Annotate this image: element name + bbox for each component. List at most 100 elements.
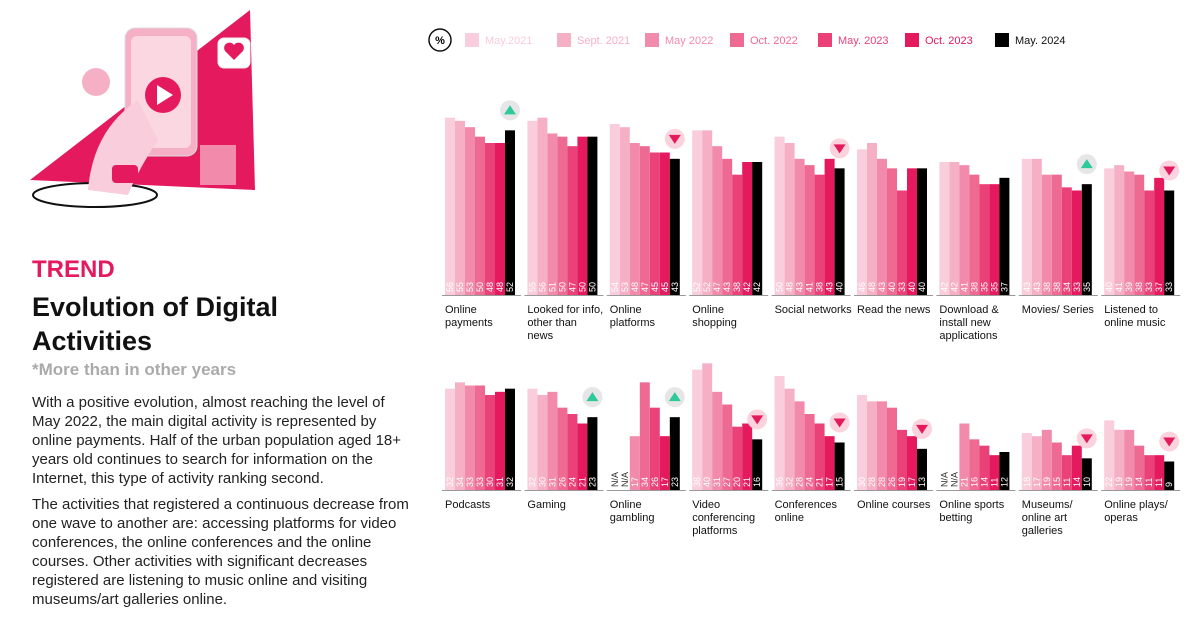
value-label: 43 bbox=[825, 282, 835, 292]
bar bbox=[774, 136, 785, 295]
bar bbox=[445, 388, 455, 490]
paragraphs: With a positive evolution, almost reachi… bbox=[32, 393, 410, 616]
value-label: 11 bbox=[989, 478, 999, 487]
bar bbox=[794, 158, 805, 295]
bar bbox=[1144, 455, 1155, 490]
bar bbox=[567, 146, 578, 295]
title: Evolution of Digital Activities bbox=[32, 292, 278, 356]
bar bbox=[804, 414, 815, 490]
category-label: Gaming bbox=[527, 499, 566, 511]
value-label: 33 bbox=[1144, 282, 1154, 292]
value-label: 14 bbox=[1072, 477, 1082, 487]
value-label: 50 bbox=[577, 282, 587, 292]
bar bbox=[609, 124, 620, 295]
bar bbox=[877, 158, 887, 295]
trend-arrow bbox=[751, 415, 764, 425]
value-label: 48 bbox=[867, 282, 877, 292]
bar bbox=[857, 149, 867, 295]
value-label: 42 bbox=[752, 282, 762, 292]
value-label: 26 bbox=[887, 477, 897, 487]
bar bbox=[537, 395, 548, 490]
value-label: 27 bbox=[722, 477, 732, 487]
bar bbox=[949, 162, 960, 295]
value-label: 42 bbox=[949, 282, 959, 292]
bar bbox=[537, 117, 548, 296]
bar bbox=[465, 127, 475, 296]
bar bbox=[897, 190, 907, 295]
bar bbox=[557, 407, 568, 490]
bar bbox=[505, 130, 515, 295]
value-label: 38 bbox=[732, 282, 742, 292]
unit-badge bbox=[428, 28, 452, 52]
value-label: 15 bbox=[1052, 477, 1062, 487]
value-label: 45 bbox=[650, 282, 660, 292]
trend-arrow bbox=[833, 144, 846, 154]
bar bbox=[1144, 190, 1155, 295]
paragraph: With a positive evolution, almost reachi… bbox=[32, 394, 402, 487]
value-label: 47 bbox=[712, 282, 722, 292]
bar bbox=[669, 158, 680, 295]
trend-arrow bbox=[668, 134, 681, 144]
value-label: 32 bbox=[445, 477, 455, 487]
legend-swatch bbox=[905, 33, 919, 47]
bar bbox=[784, 388, 795, 490]
value-label: 41 bbox=[1114, 282, 1124, 292]
value-label: 34 bbox=[455, 477, 465, 487]
bar bbox=[577, 136, 588, 295]
bar bbox=[814, 174, 825, 295]
value-label: 19 bbox=[1042, 477, 1052, 487]
bar bbox=[824, 436, 835, 490]
bar bbox=[867, 401, 877, 490]
bar bbox=[649, 407, 660, 490]
bar bbox=[1051, 174, 1062, 295]
bar bbox=[804, 165, 815, 295]
value-label: 16 bbox=[969, 477, 979, 487]
bar bbox=[959, 423, 970, 490]
value-label: 30 bbox=[485, 477, 495, 487]
category-label: Listened to online music bbox=[1104, 304, 1166, 329]
value-label: 32 bbox=[527, 477, 537, 487]
value-label: 43 bbox=[795, 282, 805, 292]
legend-swatch bbox=[995, 33, 1009, 47]
value-label: 38 bbox=[692, 477, 702, 487]
bar bbox=[897, 429, 907, 490]
value-label: 34 bbox=[640, 477, 650, 487]
value-label: 53 bbox=[465, 282, 475, 292]
value-label: 50 bbox=[475, 282, 485, 292]
category-label: Online gambling bbox=[609, 499, 655, 524]
value-label: 42 bbox=[939, 282, 949, 292]
bar bbox=[639, 146, 650, 295]
bar bbox=[639, 382, 650, 490]
value-label: 24 bbox=[567, 477, 577, 487]
value-label: 31 bbox=[712, 477, 722, 487]
bar bbox=[547, 133, 558, 295]
category-label: Online shopping bbox=[692, 304, 737, 329]
bar bbox=[712, 146, 723, 295]
bar bbox=[465, 385, 475, 490]
bar bbox=[1114, 429, 1125, 490]
category-label: Download & install new applications bbox=[939, 304, 999, 342]
bar bbox=[1104, 420, 1115, 490]
value-label: 41 bbox=[805, 282, 815, 292]
bar bbox=[702, 363, 713, 490]
bar bbox=[752, 162, 763, 295]
bar bbox=[1164, 190, 1175, 295]
bar bbox=[1071, 190, 1082, 295]
bar bbox=[587, 136, 598, 295]
value-label: 31 bbox=[495, 477, 505, 487]
value-label: 30 bbox=[857, 477, 867, 487]
bar bbox=[752, 439, 763, 490]
category-label: Looked for info, other than news bbox=[527, 304, 604, 342]
bar bbox=[557, 136, 568, 295]
bar bbox=[669, 417, 680, 490]
value-label: 37 bbox=[1154, 282, 1164, 292]
value-label: 40 bbox=[907, 282, 917, 292]
value-label: 40 bbox=[917, 282, 927, 292]
value-label: 53 bbox=[620, 282, 630, 292]
value-label: 43 bbox=[877, 282, 887, 292]
category-label: Movies/ Series bbox=[1021, 304, 1094, 316]
value-label: 56 bbox=[537, 282, 547, 292]
bar bbox=[887, 407, 897, 490]
value-label: 33 bbox=[897, 282, 907, 292]
bar bbox=[659, 152, 670, 295]
